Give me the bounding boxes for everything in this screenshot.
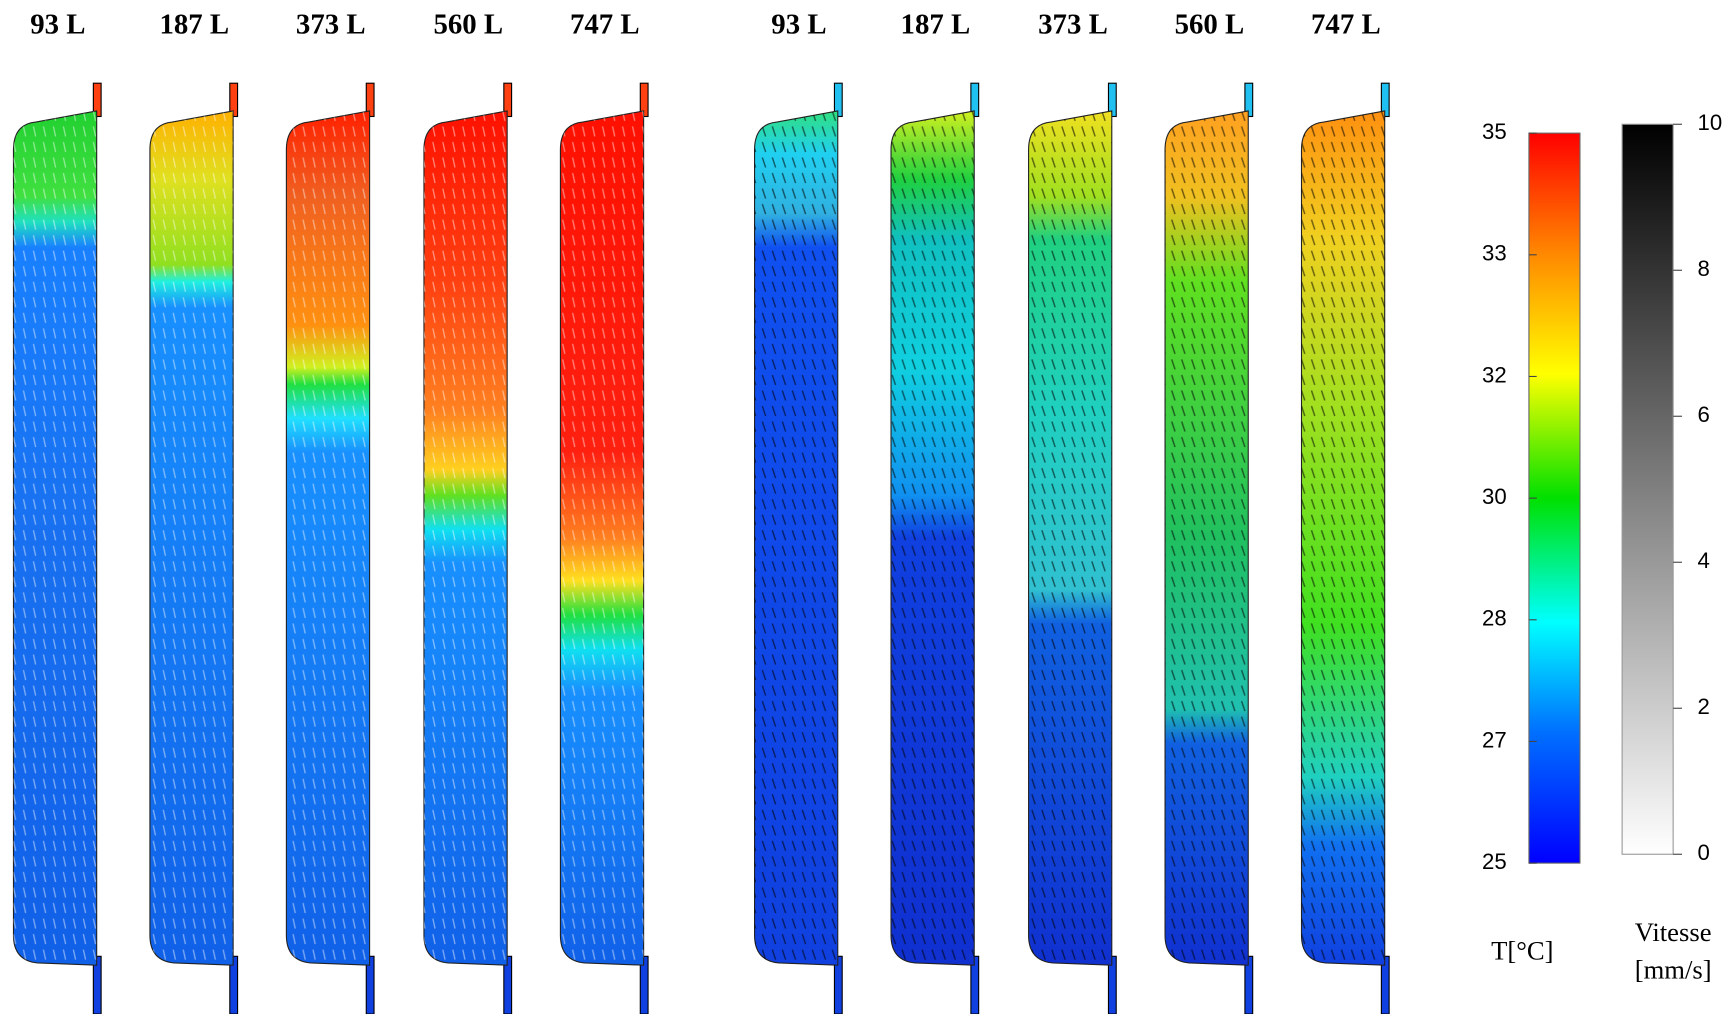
velocity-vectors (13, 110, 97, 966)
velocity-vectors (1165, 110, 1249, 966)
velocity-colorbar (1621, 123, 1674, 855)
velocity-vectors (560, 110, 644, 966)
panel-label: 747 L (1311, 8, 1381, 40)
velocity-unit: [mm/s] (1635, 954, 1712, 984)
tick-label: 2 (1698, 694, 1710, 719)
velocity-vectors (891, 110, 975, 966)
panel-label: 187 L (159, 8, 229, 40)
panel-label: 560 L (433, 8, 503, 40)
panel-label: 373 L (1038, 8, 1108, 40)
tick-label: 6 (1698, 402, 1710, 427)
tick-label: 10 (1698, 110, 1723, 135)
velocity-vectors (754, 110, 838, 966)
temperature-colorbar (1528, 132, 1581, 864)
panel-label: 373 L (296, 8, 366, 40)
tick-label: 30 (1482, 484, 1507, 509)
velocity-vectors (286, 110, 370, 966)
tick-label: 32 (1482, 362, 1507, 387)
tick-label: 4 (1698, 548, 1710, 573)
tick-label: 0 (1698, 840, 1710, 865)
velocity-vectors (149, 110, 234, 966)
panel-label: 93 L (30, 8, 85, 40)
temperature-title: T[°C] (1491, 936, 1553, 966)
tick-label: 33 (1482, 241, 1507, 266)
panel-label: 560 L (1175, 8, 1245, 40)
tick-label: 8 (1698, 256, 1710, 281)
panel-label: 747 L (570, 8, 640, 40)
velocity-title: Vitesse (1635, 917, 1712, 947)
tick-label: 35 (1482, 119, 1507, 144)
velocity-vectors (1301, 110, 1385, 966)
panel-label: 187 L (901, 8, 971, 40)
tick-label: 25 (1482, 849, 1507, 874)
tick-label: 27 (1482, 727, 1507, 752)
velocity-vectors (423, 110, 508, 966)
velocity-vectors (1028, 110, 1112, 966)
tick-label: 28 (1482, 606, 1507, 631)
panel-label: 93 L (771, 8, 826, 40)
